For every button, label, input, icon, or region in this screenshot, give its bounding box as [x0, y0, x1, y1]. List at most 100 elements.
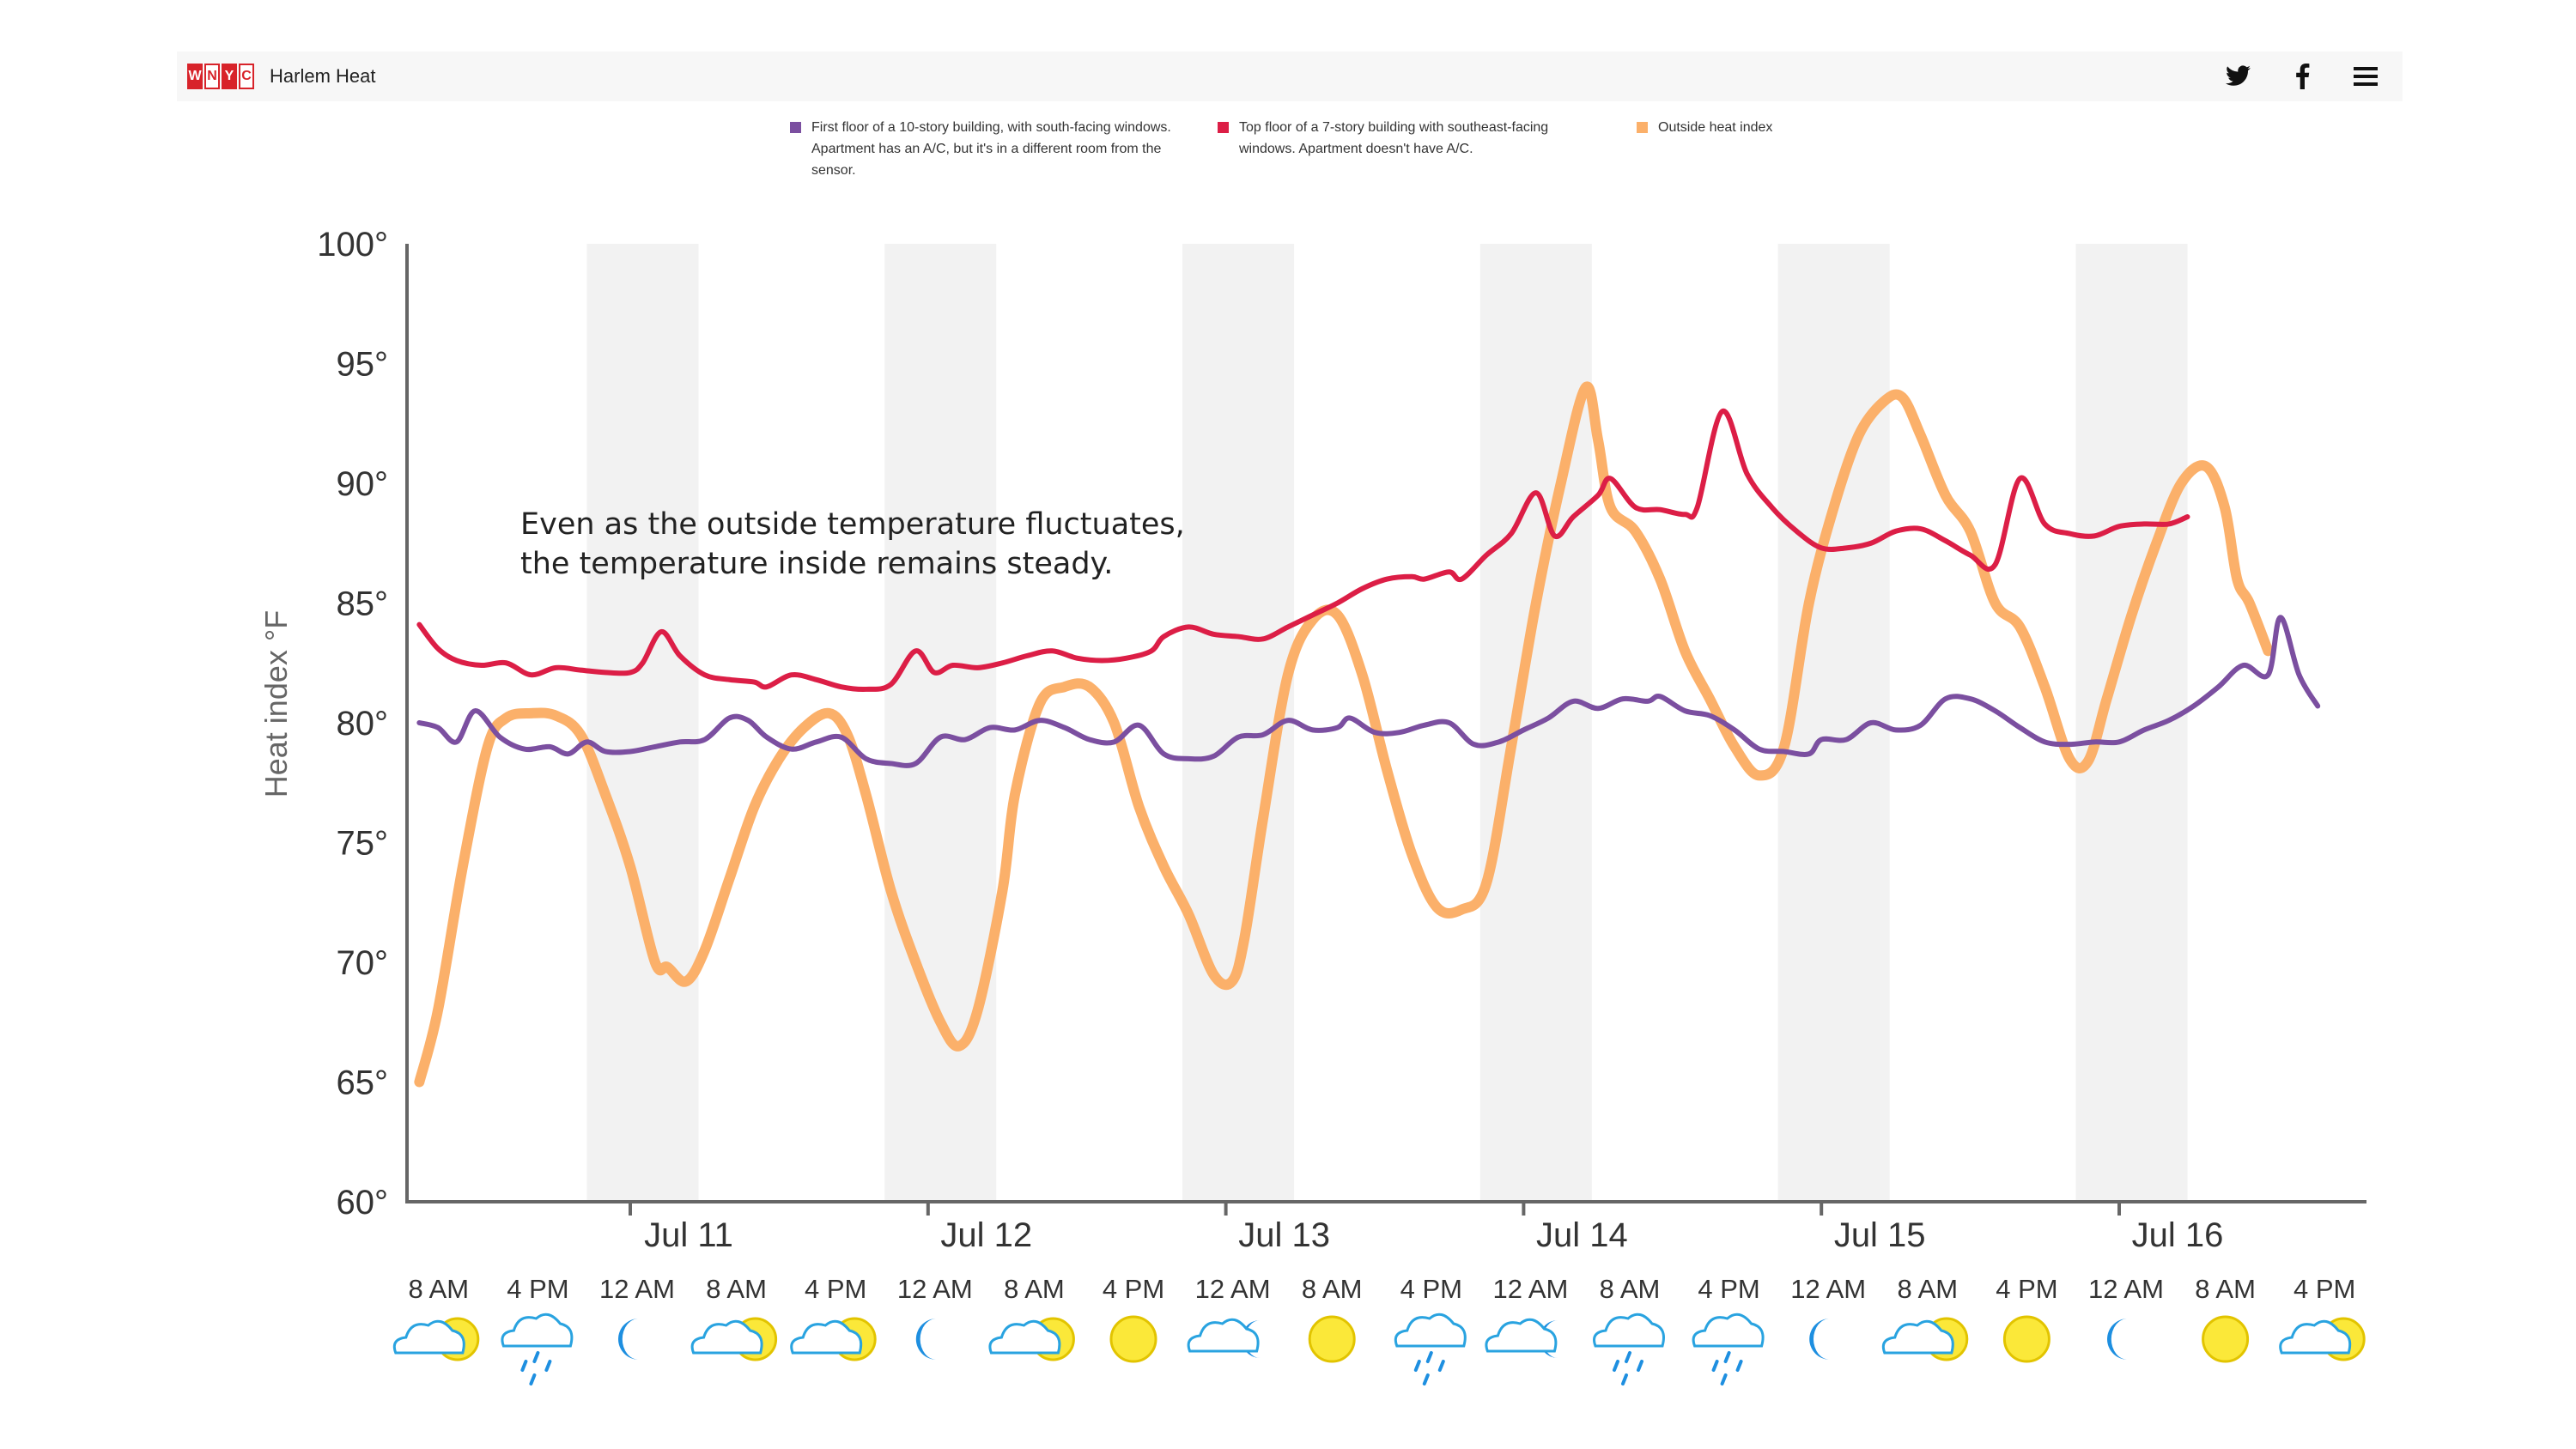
- partly-cloudy-icon: [2279, 1317, 2366, 1361]
- sun-shape: [1308, 1315, 1356, 1363]
- sun-icon: [2202, 1315, 2250, 1363]
- sun-shape: [1109, 1315, 1157, 1363]
- sun-icon: [1109, 1315, 1157, 1363]
- weather-slot: 8 AM: [988, 1274, 1075, 1361]
- top-floor-line: [416, 409, 2190, 693]
- rain-icon: [501, 1313, 574, 1385]
- time-label: 4 PM: [1103, 1274, 1164, 1304]
- rain-icon: [1394, 1313, 1467, 1385]
- time-label: 4 PM: [1698, 1274, 1759, 1304]
- weather-slot: 8 AM: [690, 1274, 778, 1361]
- weather-slot: 12 AM: [1485, 1274, 1568, 1358]
- weather-slot: 12 AM: [1187, 1274, 1271, 1358]
- cloud-shape: [1187, 1318, 1260, 1353]
- legend-label: Top floor of a 7-story building with sou…: [1239, 120, 1549, 156]
- y-tick-label: 90°: [337, 465, 389, 503]
- legend-swatch: [1637, 122, 1648, 133]
- cloud-shape: [1881, 1319, 1954, 1355]
- moon-icon: [915, 1319, 937, 1360]
- cloudy-night-icon: [1187, 1318, 1261, 1358]
- weather-slot: 4 PM: [1692, 1274, 1765, 1385]
- weather-slot: 12 AM: [2088, 1274, 2164, 1360]
- partly-cloudy-icon: [790, 1317, 877, 1361]
- night-band: [884, 244, 997, 1202]
- cloud-shape: [1485, 1318, 1558, 1353]
- weather-slot: 4 PM: [2279, 1274, 2366, 1361]
- x-date-label: Jul 16: [2132, 1216, 2224, 1254]
- y-tick-label: 75°: [337, 825, 389, 863]
- rain-drop: [544, 1360, 552, 1372]
- rain-drop: [1425, 1351, 1433, 1363]
- legend-swatch: [790, 122, 801, 133]
- time-label: 12 AM: [1790, 1274, 1866, 1304]
- time-label: 12 AM: [599, 1274, 675, 1304]
- rain-drop: [1621, 1373, 1628, 1385]
- weather-slot: 12 AM: [1790, 1274, 1866, 1360]
- wnyc-logo[interactable]: W N Y C: [187, 64, 256, 89]
- sun-icon: [1308, 1315, 1356, 1363]
- y-tick-label: 100°: [317, 226, 388, 264]
- partly-cloudy-icon: [988, 1317, 1075, 1361]
- cloud-shape: [690, 1319, 763, 1355]
- rain-drop: [1613, 1360, 1619, 1372]
- rain-drop: [1437, 1360, 1445, 1372]
- time-label: 12 AM: [2088, 1274, 2164, 1304]
- y-tick-label: 70°: [337, 944, 389, 982]
- time-label: 4 PM: [507, 1274, 568, 1304]
- weather-slot: 4 PM: [1394, 1274, 1467, 1385]
- time-label: 8 AM: [706, 1274, 767, 1304]
- rain-drop: [1723, 1351, 1731, 1363]
- cloud-shape: [790, 1319, 863, 1355]
- cloud-shape: [988, 1319, 1061, 1355]
- partly-cloudy-icon: [1881, 1317, 1969, 1361]
- moon-shape: [915, 1319, 937, 1360]
- weather-slot: 8 AM: [1302, 1274, 1363, 1363]
- moon-shape: [1809, 1319, 1831, 1360]
- legend-item-outside: Outside heat index: [1637, 117, 1843, 181]
- annotation-line-2: the temperature inside remains steady.: [520, 547, 1113, 581]
- legend-label: First floor of a 10-story building, with…: [811, 120, 1171, 178]
- x-date-label: Jul 12: [940, 1216, 1032, 1254]
- legend-label: Outside heat index: [1658, 120, 1773, 135]
- moon-icon: [2107, 1319, 2128, 1360]
- annotation-line-1: Even as the outside temperature fluctuat…: [520, 507, 1185, 542]
- site-header: W N Y C Harlem Heat: [177, 52, 2403, 101]
- y-tick-label: 95°: [337, 346, 389, 384]
- facebook-icon[interactable]: [2286, 60, 2318, 93]
- legend-item-top-floor: Top floor of a 7-story building with sou…: [1218, 117, 1602, 181]
- time-label: 8 AM: [408, 1274, 469, 1304]
- legend-item-first-floor: First floor of a 10-story building, with…: [790, 117, 1183, 181]
- x-date-label: Jul 11: [644, 1216, 733, 1254]
- cloud-shape: [1394, 1313, 1467, 1348]
- time-label: 4 PM: [805, 1274, 866, 1304]
- x-date-label: Jul 15: [1834, 1216, 1926, 1254]
- first-floor-line: [416, 615, 2321, 768]
- header-actions: [2222, 60, 2382, 93]
- menu-icon[interactable]: [2349, 60, 2382, 93]
- chart-legend: First floor of a 10-story building, with…: [790, 117, 1877, 181]
- twitter-icon[interactable]: [2222, 60, 2255, 93]
- moon-icon: [1809, 1319, 1831, 1360]
- weather-slot: 4 PM: [1103, 1274, 1164, 1363]
- x-date-label: Jul 13: [1238, 1216, 1330, 1254]
- moon-shape: [618, 1319, 639, 1360]
- cloudy-night-icon: [1485, 1318, 1558, 1358]
- night-band: [586, 244, 699, 1202]
- y-tick-label: 80°: [337, 705, 389, 743]
- cloud-shape: [1593, 1313, 1665, 1348]
- night-band: [2075, 244, 2188, 1202]
- time-label: 12 AM: [897, 1274, 973, 1304]
- weather-slot: 12 AM: [599, 1274, 675, 1360]
- y-axis-title: Heat index °F: [258, 610, 294, 798]
- logo-letter-n: N: [204, 64, 220, 89]
- rain-drop: [1422, 1373, 1430, 1385]
- weather-slot: 4 PM: [1996, 1274, 2058, 1363]
- rain-drop: [1637, 1360, 1643, 1372]
- moon-shape: [2107, 1319, 2128, 1360]
- partly-cloudy-icon: [690, 1317, 778, 1361]
- rain-drop: [532, 1351, 540, 1363]
- cloud-shape: [2279, 1319, 2352, 1355]
- rain-drop: [1711, 1360, 1719, 1372]
- time-label: 12 AM: [1492, 1274, 1568, 1304]
- weather-slot: 4 PM: [790, 1274, 877, 1361]
